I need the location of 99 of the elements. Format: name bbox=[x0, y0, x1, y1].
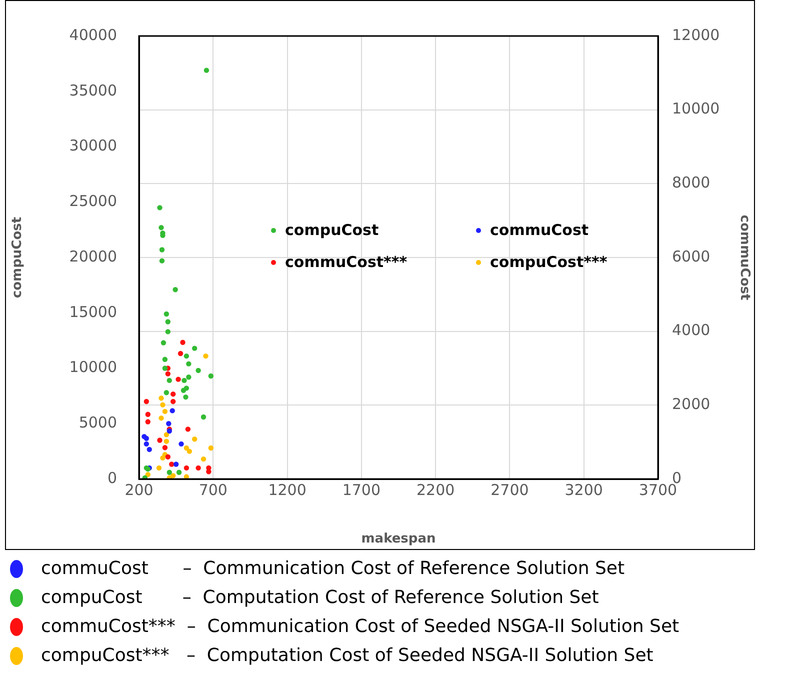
point bbox=[170, 408, 175, 414]
y-tick-label: 15000 bbox=[69, 302, 117, 321]
y-tick-label: 35000 bbox=[69, 81, 117, 100]
y-tick-label: 0 bbox=[107, 468, 117, 487]
legend-label: compuCost bbox=[284, 221, 380, 239]
text: commuCost*** – Communication Cost of Seeded NSGA-II Solution Set bbox=[41, 616, 680, 637]
point bbox=[160, 340, 166, 346]
y-axis-title: compuCost bbox=[10, 216, 26, 298]
point bbox=[203, 353, 208, 359]
point bbox=[186, 374, 192, 380]
point bbox=[166, 378, 172, 384]
x-tick-label: 700 bbox=[198, 480, 228, 499]
x-axis-title: makespan bbox=[361, 532, 436, 547]
x-tick-label: 3200 bbox=[564, 480, 603, 499]
point bbox=[156, 465, 162, 471]
point bbox=[184, 445, 190, 451]
point bbox=[182, 378, 187, 384]
x-tick-label: 1200 bbox=[268, 480, 306, 499]
x-tick-label: 1700 bbox=[342, 480, 381, 499]
point bbox=[146, 446, 152, 452]
point bbox=[186, 361, 192, 366]
point bbox=[192, 436, 198, 442]
point bbox=[173, 462, 179, 467]
y-tick-label: 40000 bbox=[69, 26, 117, 44]
legend-label: commuCost bbox=[489, 221, 590, 239]
point bbox=[184, 474, 190, 479]
y2-tick-label: 4000 bbox=[672, 321, 710, 340]
point bbox=[159, 258, 165, 264]
x-tick-label: 2200 bbox=[416, 480, 455, 499]
point bbox=[145, 412, 150, 417]
point bbox=[165, 454, 171, 460]
point bbox=[165, 371, 171, 376]
legend-label: compuCost*** bbox=[489, 253, 608, 271]
point bbox=[166, 421, 172, 426]
text: compuCost*** – Computation Cost of Seeded NSGA-II Solution Set bbox=[41, 645, 654, 666]
point bbox=[186, 448, 192, 454]
y2-tick-label: 12000 bbox=[672, 26, 720, 44]
point bbox=[160, 455, 166, 461]
point bbox=[164, 438, 170, 444]
x-tick-label: 200 bbox=[124, 480, 154, 499]
point bbox=[158, 225, 164, 230]
point bbox=[145, 419, 150, 424]
point bbox=[208, 445, 214, 451]
point bbox=[206, 469, 212, 474]
point bbox=[172, 287, 178, 292]
point bbox=[184, 353, 190, 359]
point bbox=[169, 462, 174, 467]
point bbox=[160, 402, 166, 408]
y-tick-label: 25000 bbox=[69, 192, 117, 210]
point bbox=[170, 398, 176, 404]
y-tick-label: 20000 bbox=[69, 247, 117, 266]
y2-tick-label: 2000 bbox=[672, 395, 710, 414]
point bbox=[157, 205, 162, 210]
point bbox=[184, 465, 190, 471]
point bbox=[145, 472, 150, 478]
y2-tick-label: 8000 bbox=[672, 174, 710, 192]
point bbox=[165, 319, 171, 324]
point bbox=[165, 329, 171, 334]
text: compuCost – Computation Cost of Reference Solution Set bbox=[41, 587, 599, 608]
point bbox=[164, 311, 170, 317]
point bbox=[162, 408, 168, 414]
point bbox=[178, 441, 184, 447]
legend-label: commuCost*** bbox=[284, 253, 408, 271]
text: commuCost – Communication Cost of Reference Solution Set bbox=[41, 558, 625, 579]
point bbox=[183, 394, 188, 400]
point bbox=[180, 388, 186, 393]
y-tick-label: 10000 bbox=[69, 358, 117, 376]
point bbox=[164, 432, 170, 438]
y-tick-label: 30000 bbox=[69, 136, 117, 155]
point bbox=[157, 438, 162, 443]
point bbox=[176, 376, 181, 382]
point bbox=[170, 391, 176, 397]
x-tick-label: 2700 bbox=[490, 480, 529, 499]
point bbox=[180, 340, 186, 346]
point bbox=[144, 441, 150, 447]
point bbox=[162, 445, 168, 450]
point bbox=[192, 346, 198, 351]
point bbox=[178, 350, 184, 356]
point bbox=[144, 398, 150, 404]
point bbox=[158, 415, 164, 421]
point bbox=[196, 368, 201, 374]
point bbox=[185, 426, 191, 432]
point bbox=[164, 390, 170, 396]
point bbox=[142, 434, 147, 440]
y-tick-label: 5000 bbox=[78, 414, 117, 432]
point bbox=[166, 470, 172, 475]
point bbox=[204, 68, 210, 73]
y2-tick-label: 6000 bbox=[672, 247, 710, 266]
point bbox=[200, 456, 206, 462]
point bbox=[200, 414, 206, 420]
y2-tick-label: 10000 bbox=[672, 100, 720, 118]
point bbox=[208, 373, 214, 379]
y2-axis-title: commuCost bbox=[736, 214, 752, 300]
point bbox=[159, 247, 165, 252]
point bbox=[196, 465, 201, 471]
point bbox=[158, 396, 164, 401]
point bbox=[162, 356, 168, 362]
point bbox=[162, 366, 168, 371]
point bbox=[176, 470, 182, 475]
